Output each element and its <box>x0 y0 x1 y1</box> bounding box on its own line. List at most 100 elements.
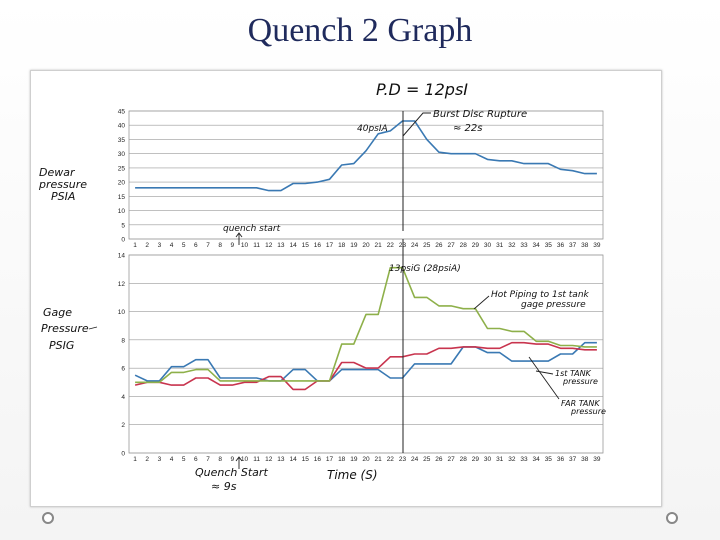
bottom-x-tick-label: 22 <box>387 456 395 463</box>
bottom-x-tick-label: 1 <box>133 456 137 463</box>
bottom-x-tick-label: 23 <box>399 456 407 463</box>
quench-bottom-line2: ≈ 9s <box>211 480 237 493</box>
bottom-x-tick-label: 10 <box>241 456 249 463</box>
dewar-label-2: pressure <box>38 178 87 191</box>
far-tank-line1: FAR TANK <box>561 399 600 408</box>
burst-annotation-line1: Burst Disc Rupture <box>433 109 527 120</box>
bottom-x-tick-label: 15 <box>302 456 310 463</box>
top-x-tick-label: 31 <box>496 242 504 249</box>
bottom-plot-area <box>128 254 604 454</box>
bottom-x-tick-label: 4 <box>170 456 174 463</box>
quench-bottom-arrow <box>235 456 243 469</box>
top-x-tick-label: 35 <box>545 242 553 249</box>
top-x-tick-label: 7 <box>206 242 210 249</box>
bottom-x-tick-label: 32 <box>508 456 516 463</box>
hot-piping-line1: Hot Piping to 1st tank <box>491 290 590 300</box>
top-y-tick-label: 5 <box>121 222 125 229</box>
bottom-x-tick-label: 25 <box>423 456 431 463</box>
bottom-x-tick-label: 36 <box>557 456 565 463</box>
gage-label-1: Gage <box>43 306 72 319</box>
top-x-tick-label: 34 <box>533 242 541 249</box>
top-y-tick-label: 45 <box>118 109 126 116</box>
bottom-y-tick-label: 6 <box>121 366 125 373</box>
top-x-tick-label: 2 <box>145 242 149 249</box>
top-x-tick-label: 12 <box>265 242 273 249</box>
top-y-tick-label: 15 <box>118 194 126 201</box>
top-y-tick-label: 10 <box>118 208 126 215</box>
quench-bottom-line1: Quench Start <box>195 466 268 479</box>
top-x-tick-label: 30 <box>484 242 492 249</box>
top-x-tick-label: 21 <box>375 242 383 249</box>
bottom-x-tick-label: 19 <box>350 456 358 463</box>
gage-label-3: PSIG <box>49 339 74 352</box>
bottom-x-tick-label: 6 <box>194 456 198 463</box>
time-axis-label: Time (S) <box>327 468 378 482</box>
bottom-y-tick-label: 0 <box>121 451 125 458</box>
gage-label-2: Pressure <box>41 322 89 335</box>
top-x-tick-label: 32 <box>508 242 516 249</box>
bottom-x-tick-label: 2 <box>145 456 149 463</box>
bottom-y-tick-label: 14 <box>118 253 126 260</box>
top-y-tick-label: 35 <box>118 137 126 144</box>
bottom-x-tick-label: 20 <box>362 456 370 463</box>
top-x-tick-label: 14 <box>289 242 297 249</box>
top-y-tick-label: 0 <box>121 237 125 244</box>
bottom-x-tick-label: 11 <box>253 456 260 463</box>
top-x-tick-label: 8 <box>218 242 222 249</box>
bottom-y-tick-label: 12 <box>118 281 126 288</box>
bottom-x-tick-label: 35 <box>545 456 553 463</box>
top-series-line-1 <box>135 120 597 192</box>
top-x-tick-label: 26 <box>435 242 443 249</box>
bottom-x-tick-label: 31 <box>496 456 504 463</box>
top-x-tick-label: 19 <box>350 242 358 249</box>
top-x-tick-label: 17 <box>326 242 334 249</box>
bottom-x-tick-label: 34 <box>533 456 541 463</box>
binder-ring-right <box>666 512 678 524</box>
top-x-tick-label: 1 <box>133 242 137 249</box>
bottom-x-tick-label: 27 <box>447 456 455 463</box>
hot-piping-line2: gage pressure <box>521 300 586 310</box>
bottom-x-tick-label: 17 <box>326 456 334 463</box>
bottom-y-tick-label: 10 <box>118 309 126 316</box>
bottom-series-line-3 <box>135 266 597 384</box>
dewar-label-1: Dewar <box>39 166 76 179</box>
bottom-x-tick-label: 29 <box>472 456 480 463</box>
binder-ring-left <box>42 512 54 524</box>
top-x-tick-label: 27 <box>447 242 455 249</box>
bottom-y-tick-label: 8 <box>121 337 125 344</box>
top-x-tick-label: 22 <box>387 242 395 249</box>
bottom-x-tick-label: 39 <box>593 456 601 463</box>
quench-top-arrow <box>235 232 243 245</box>
burst-arrow <box>402 112 431 137</box>
top-x-tick-label: 9 <box>230 242 234 249</box>
bottom-x-tick-label: 37 <box>569 456 577 463</box>
top-x-tick-label: 39 <box>593 242 601 249</box>
peak-bottom-annotation: 13psiG (28psiA) <box>389 264 461 274</box>
bottom-x-tick-label: 12 <box>265 456 273 463</box>
first-tank-line1: 1st TANK <box>555 369 592 378</box>
pd-annotation: P.D = 12psI <box>376 80 468 99</box>
bottom-x-tick-label: 26 <box>435 456 443 463</box>
dewar-label-3: PSIA <box>51 190 75 203</box>
top-plot-area <box>128 110 604 240</box>
slide-title: Quench 2 Graph <box>247 12 473 49</box>
top-x-tick-label: 28 <box>460 242 468 249</box>
scanned-graph-page: 0 5 10 15 20 25 30 35 40 45 1 2 3 4 5 6 7 8 9 10 11 12 13 14 15 1… <box>30 70 662 507</box>
top-x-tick-label: 10 <box>241 242 249 249</box>
top-x-tick-label: 33 <box>520 242 528 249</box>
bottom-x-tick-label: 3 <box>158 456 162 463</box>
top-x-tick-label: 15 <box>302 242 310 249</box>
top-y-tick-label: 25 <box>118 165 126 172</box>
top-x-tick-label: 5 <box>182 242 186 249</box>
bottom-x-tick-label: 7 <box>206 456 210 463</box>
first-tank-line2: pressure <box>562 377 598 386</box>
top-x-tick-label: 3 <box>158 242 162 249</box>
top-x-tick-label: 25 <box>423 242 431 249</box>
top-x-tick-label: 13 <box>277 242 285 249</box>
bottom-x-tick-label: 8 <box>218 456 222 463</box>
top-x-tick-label: 29 <box>472 242 480 249</box>
top-x-tick-label: 20 <box>362 242 370 249</box>
far-tank-arrow <box>528 356 560 400</box>
bottom-x-tick-label: 13 <box>277 456 285 463</box>
